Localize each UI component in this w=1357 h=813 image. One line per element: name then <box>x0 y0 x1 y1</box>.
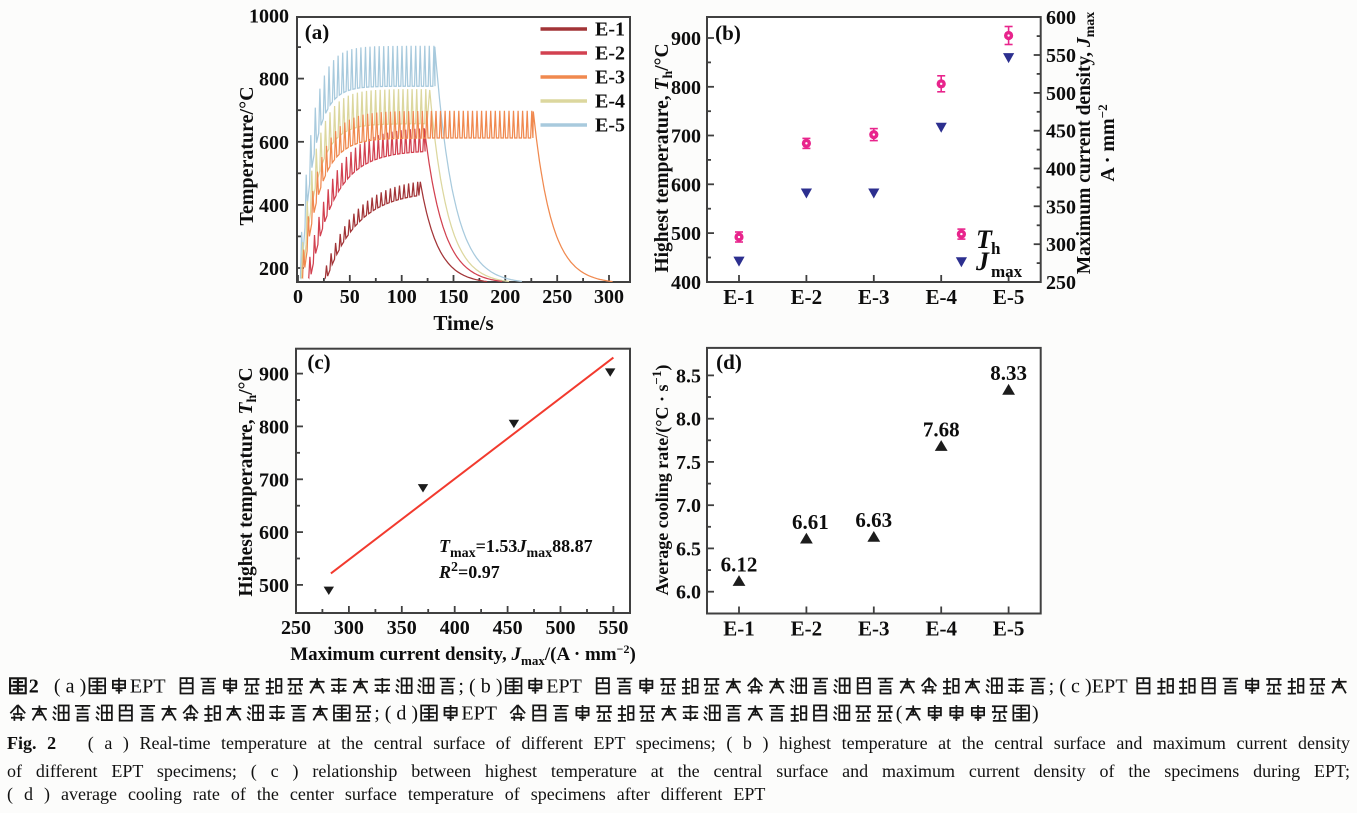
svg-text:500: 500 <box>671 223 701 245</box>
svg-text:550: 550 <box>598 617 628 639</box>
svg-text:EPT: EPT <box>130 675 166 697</box>
svg-text:A · mm−2: A · mm−2 <box>1095 104 1119 181</box>
svg-text:6.12: 6.12 <box>721 552 758 576</box>
svg-text:8.33: 8.33 <box>990 361 1027 385</box>
svg-text:6.63: 6.63 <box>855 508 892 532</box>
svg-text:(d): (d) <box>716 350 742 374</box>
svg-text:800: 800 <box>671 77 701 99</box>
svg-text:E-2: E-2 <box>791 285 823 309</box>
svg-text:0: 0 <box>293 286 303 308</box>
svg-text:200: 200 <box>490 286 520 308</box>
svg-text:(b): (b) <box>715 21 741 45</box>
svg-text:150: 150 <box>439 286 469 308</box>
svg-text:E-3: E-3 <box>858 285 890 309</box>
svg-text:E-1: E-1 <box>595 19 625 41</box>
svg-text:7.68: 7.68 <box>923 417 960 441</box>
svg-text:6.61: 6.61 <box>792 510 829 534</box>
svg-text:EPT: EPT <box>546 675 582 697</box>
svg-text:600: 600 <box>259 132 289 154</box>
svg-text:J: J <box>975 247 990 276</box>
svg-text:E-5: E-5 <box>595 115 625 137</box>
svg-text:(: ( <box>896 703 903 725</box>
svg-text:Temperature/°C: Temperature/°C <box>236 86 258 225</box>
svg-text:6.0: 6.0 <box>676 582 701 604</box>
svg-text:E-1: E-1 <box>723 617 755 641</box>
svg-text:T: T <box>976 225 993 254</box>
svg-text:300: 300 <box>594 286 624 308</box>
svg-text:(a): (a) <box>305 20 330 44</box>
svg-text:EPT: EPT <box>1092 675 1128 697</box>
svg-text:900: 900 <box>259 364 289 386</box>
svg-text:250: 250 <box>542 286 572 308</box>
svg-text:Average cooling rate/(°C · s−1: Average cooling rate/(°C · s−1) <box>649 365 673 596</box>
svg-text:1000: 1000 <box>249 6 289 28</box>
svg-text:E-5: E-5 <box>993 285 1025 309</box>
svg-text:350: 350 <box>1046 196 1076 218</box>
svg-text:400: 400 <box>671 272 701 294</box>
svg-text:(c): (c) <box>307 350 330 374</box>
svg-text:600: 600 <box>671 174 701 196</box>
svg-text:700: 700 <box>671 126 701 148</box>
svg-text:300: 300 <box>1046 234 1076 256</box>
svg-text:800: 800 <box>259 416 289 438</box>
svg-text:; ( d ): ; ( d ) <box>374 703 418 725</box>
svg-text:7.5: 7.5 <box>676 452 701 474</box>
svg-text:200: 200 <box>259 258 289 280</box>
svg-text:Maximum current density, Jmax/: Maximum current density, Jmax/(A · mm−2) <box>290 642 636 668</box>
svg-text:): ) <box>1032 703 1039 725</box>
svg-text:700: 700 <box>259 469 289 491</box>
svg-text:450: 450 <box>493 617 523 639</box>
svg-text:E-3: E-3 <box>858 617 890 641</box>
svg-text:2: 2 <box>29 675 39 697</box>
svg-text:6.5: 6.5 <box>676 538 701 560</box>
svg-text:50: 50 <box>340 286 360 308</box>
svg-text:800: 800 <box>259 69 289 91</box>
svg-text:450: 450 <box>1046 121 1076 143</box>
svg-text:600: 600 <box>1046 7 1076 29</box>
svg-text:550: 550 <box>1046 45 1076 67</box>
svg-text:E-1: E-1 <box>723 285 755 309</box>
svg-text:400: 400 <box>259 195 289 217</box>
svg-text:7.0: 7.0 <box>676 495 701 517</box>
svg-text:Tmax=1.53Jmax88.87: Tmax=1.53Jmax88.87 <box>439 536 593 561</box>
svg-text:400: 400 <box>440 617 470 639</box>
svg-text:Highest temperature, Th/°C: Highest temperature, Th/°C <box>652 43 676 272</box>
svg-text:100: 100 <box>387 286 417 308</box>
svg-text:400: 400 <box>1046 159 1076 181</box>
svg-text:E-3: E-3 <box>595 67 625 89</box>
svg-text:E-4: E-4 <box>595 91 625 113</box>
svg-text:500: 500 <box>1046 83 1076 105</box>
svg-text:EPT: EPT <box>461 703 497 725</box>
svg-text:h: h <box>991 239 1001 258</box>
svg-text:Highest temperature, Th/°C: Highest temperature, Th/°C <box>236 367 260 596</box>
svg-text:500: 500 <box>546 617 576 639</box>
svg-text:Maximum current density, Jmax: Maximum current density, Jmax <box>1074 12 1098 275</box>
svg-text:8.5: 8.5 <box>676 365 701 387</box>
svg-text:250: 250 <box>281 617 311 639</box>
svg-text:; ( b ): ; ( b ) <box>458 675 502 697</box>
svg-text:600: 600 <box>259 522 289 544</box>
svg-text:max: max <box>991 262 1023 281</box>
svg-text:( a ): ( a ) <box>54 675 86 697</box>
svg-text:E-4: E-4 <box>925 285 957 309</box>
svg-text:R2=0.97: R2=0.97 <box>438 560 500 582</box>
svg-text:900: 900 <box>671 28 701 50</box>
svg-text:E-2: E-2 <box>791 617 823 641</box>
svg-text:E-5: E-5 <box>993 617 1025 641</box>
svg-text:300: 300 <box>334 617 364 639</box>
svg-text:250: 250 <box>1046 272 1076 294</box>
svg-text:; ( c ): ; ( c ) <box>1049 675 1092 697</box>
svg-text:350: 350 <box>387 617 417 639</box>
svg-text:500: 500 <box>259 575 289 597</box>
svg-text:8.0: 8.0 <box>676 409 701 431</box>
svg-text:Time/s: Time/s <box>433 311 493 335</box>
svg-text:E-4: E-4 <box>925 617 957 641</box>
svg-text:E-2: E-2 <box>595 43 625 65</box>
